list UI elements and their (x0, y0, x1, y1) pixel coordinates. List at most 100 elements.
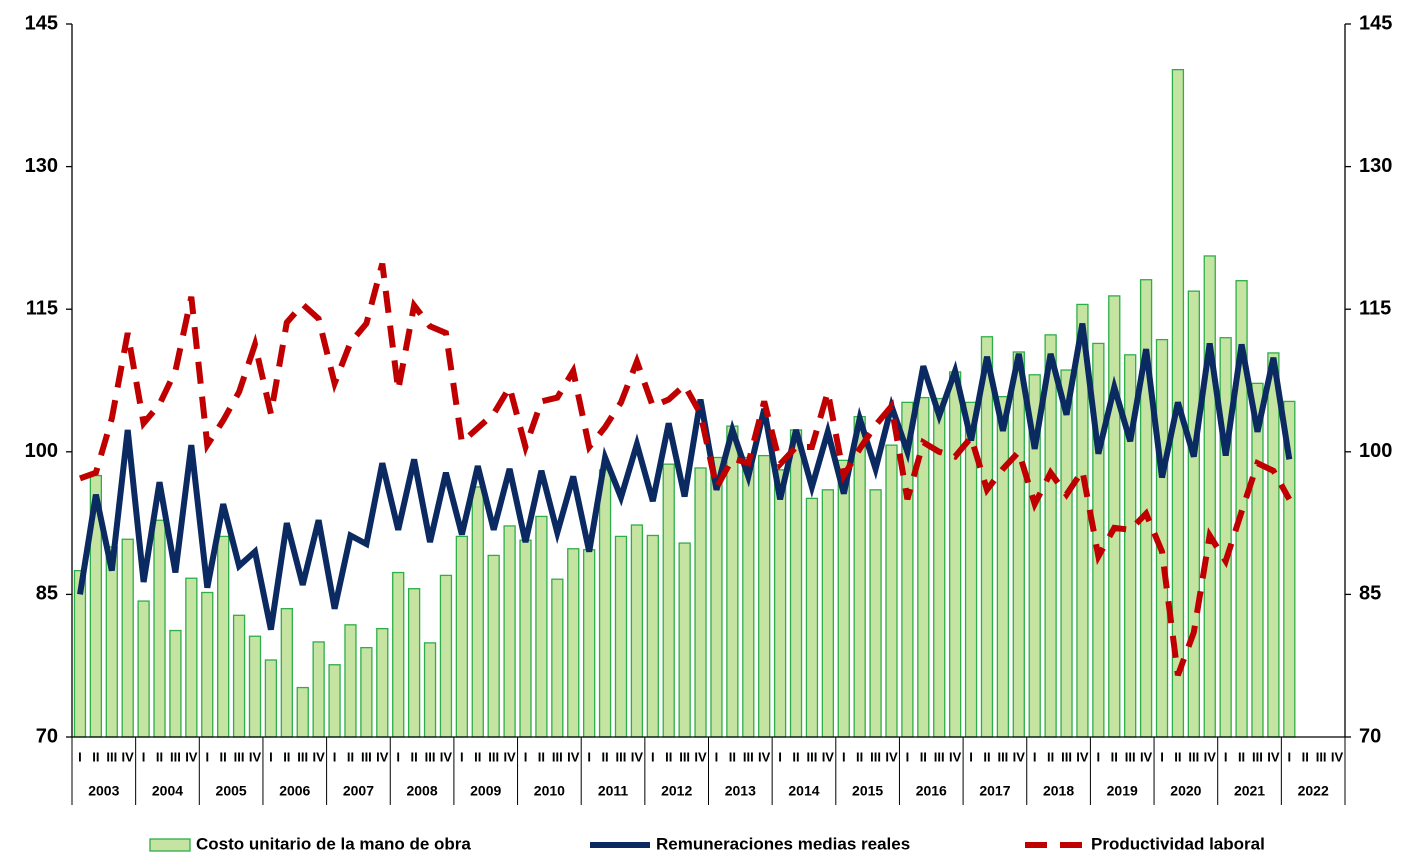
x-tick-label: II (920, 749, 927, 764)
group-label: 2022 (1298, 783, 1329, 799)
bar (328, 664, 341, 738)
bar (1139, 279, 1153, 738)
bar (153, 519, 166, 738)
x-tick-label: II (1302, 749, 1309, 764)
x-tick-label: I (969, 749, 973, 764)
bar (853, 415, 866, 738)
x-tick-label: I (906, 749, 910, 764)
x-tick-label: II (1174, 749, 1181, 764)
x-tick-label: I (524, 749, 528, 764)
group-label: 2005 (216, 783, 247, 799)
x-tick-label: III (616, 749, 627, 764)
bar (551, 578, 564, 738)
x-tick-label: IV (758, 749, 771, 764)
x-tick-label: IV (1140, 749, 1153, 764)
y2-tick-label: 85 (1359, 583, 1381, 605)
bar (471, 486, 484, 738)
x-tick-label: II (1238, 749, 1245, 764)
bar (885, 444, 898, 738)
bar (312, 641, 325, 738)
bar (614, 535, 628, 738)
x-tick-label: I (396, 749, 400, 764)
bar (296, 686, 309, 738)
y2-tick-label: 115 (1359, 297, 1391, 319)
bar (1060, 369, 1073, 738)
y2-tick-label: 70 (1359, 725, 1381, 747)
bar (185, 577, 198, 738)
x-tick-label: I (651, 749, 655, 764)
bar (423, 642, 437, 738)
bar (583, 549, 596, 738)
bar (773, 469, 787, 738)
x-tick-label: III (1061, 749, 1072, 764)
x-tick-label: II (411, 749, 418, 764)
bar (869, 489, 882, 738)
bar (1108, 295, 1121, 738)
x-tick-label: III (1316, 749, 1327, 764)
x-tick-label: I (587, 749, 591, 764)
group-label: 2017 (979, 783, 1010, 799)
x-tick-label: III (106, 749, 117, 764)
x-tick-label: III (934, 749, 945, 764)
x-tick-label: III (997, 749, 1008, 764)
bar (201, 591, 214, 738)
x-tick-label: III (1252, 749, 1263, 764)
bar (948, 371, 962, 738)
group-label: 2007 (343, 783, 374, 799)
group-label: 2012 (661, 783, 692, 799)
legend-label: Productividad laboral (1091, 834, 1265, 853)
legend-label: Remuneraciones medias reales (656, 834, 910, 853)
bar (248, 635, 262, 738)
bar (503, 525, 516, 738)
bar (232, 614, 246, 738)
x-tick-label: I (715, 749, 719, 764)
x-tick-label: III (234, 749, 245, 764)
x-tick-label: II (856, 749, 863, 764)
bar (487, 554, 500, 738)
group-label: 2018 (1043, 783, 1074, 799)
x-tick-label: IV (440, 749, 453, 764)
group-label: 2016 (916, 783, 947, 799)
bar (758, 454, 771, 738)
x-tick-label: II (792, 749, 799, 764)
bar (694, 467, 707, 738)
x-tick-label: IV (1204, 749, 1217, 764)
bar (662, 463, 675, 738)
x-tick-label: IV (1331, 749, 1344, 764)
x-tick-label: IV (631, 749, 644, 764)
bar (344, 624, 357, 738)
x-tick-label: III (361, 749, 372, 764)
y2-tick-label: 145 (1359, 12, 1392, 34)
bar (646, 534, 659, 738)
bar (439, 574, 453, 738)
x-tick-label: II (347, 749, 354, 764)
x-tick-label: III (297, 749, 308, 764)
bar (280, 608, 293, 738)
x-tick-label: III (870, 749, 881, 764)
x-tick-label: II (156, 749, 163, 764)
x-tick-label: I (842, 749, 846, 764)
y2-tick-label: 130 (1359, 155, 1392, 177)
bar (980, 336, 994, 738)
bar (1044, 334, 1057, 738)
bar (598, 469, 612, 738)
x-tick-label: III (743, 749, 754, 764)
y2-tick-label: 100 (1359, 440, 1392, 462)
y-tick-label: 70 (36, 725, 58, 747)
bar (710, 456, 723, 738)
x-tick-label: II (538, 749, 545, 764)
y-tick-label: 145 (25, 12, 58, 34)
x-tick-label: II (983, 749, 990, 764)
x-tick-label: III (807, 749, 818, 764)
x-tick-label: II (1111, 749, 1118, 764)
group-label: 2020 (1170, 783, 1201, 799)
bar (264, 659, 278, 738)
bar (789, 429, 803, 738)
y-tick-label: 85 (36, 583, 58, 605)
x-tick-label: II (665, 749, 672, 764)
group-label: 2019 (1107, 783, 1138, 799)
x-tick-label: I (1033, 749, 1037, 764)
x-tick-label: II (474, 749, 481, 764)
x-tick-label: IV (503, 749, 516, 764)
y-tick-label: 130 (25, 155, 58, 177)
